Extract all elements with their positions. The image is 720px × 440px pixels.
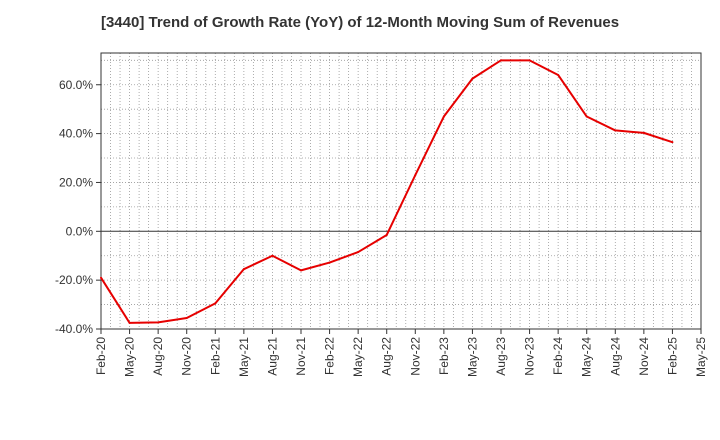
y-tick-label: -20.0% <box>55 273 93 287</box>
x-tick-label: May-21 <box>237 337 251 377</box>
plot-frame <box>100 52 702 330</box>
data-point <box>157 321 160 324</box>
y-tick-label: 60.0% <box>59 78 93 92</box>
data-point <box>500 59 502 62</box>
data-point <box>528 59 531 62</box>
x-tick-label: May-22 <box>351 337 365 377</box>
data-point <box>585 115 588 118</box>
data-point <box>300 269 302 272</box>
data-point <box>328 261 331 264</box>
data-point <box>614 129 617 132</box>
x-tick-label: Aug-24 <box>608 337 622 376</box>
x-tick-label: Aug-23 <box>494 337 508 376</box>
chart-title: [3440] Trend of Growth Rate (YoY) of 12-… <box>100 14 620 31</box>
x-tick-label: Nov-20 <box>180 337 194 376</box>
series-layer <box>100 59 674 324</box>
data-point <box>185 317 188 320</box>
x-tick-label: Aug-20 <box>151 337 165 376</box>
x-tick-label: May-20 <box>123 337 137 377</box>
y-tick-label: -40.0% <box>55 322 93 336</box>
data-point <box>442 115 445 118</box>
y-tick-label: 20.0% <box>59 175 93 189</box>
y-tick-label: 0.0% <box>66 224 94 238</box>
x-tick-label: Aug-22 <box>380 337 394 376</box>
data-point <box>271 254 274 257</box>
data-point <box>414 174 417 177</box>
data-point <box>642 131 645 134</box>
data-point <box>671 141 674 144</box>
axis-layer <box>96 52 702 334</box>
x-tick-label: May-23 <box>465 337 479 377</box>
x-tick-label: Feb-22 <box>323 337 337 375</box>
label-layer: -40.0% -20.0% 0.0% 20.0% 40.0% 60.0% Feb-20 May… <box>55 78 708 377</box>
x-tick-label: Nov-24 <box>637 337 651 376</box>
data-point <box>471 77 474 80</box>
x-tick-label: Feb-21 <box>208 337 222 375</box>
x-tick-label: Feb-25 <box>665 337 679 375</box>
x-tick-label: Feb-20 <box>94 337 108 375</box>
data-point <box>357 251 360 254</box>
x-tick-label: Feb-23 <box>437 337 451 375</box>
data-point <box>557 73 560 76</box>
x-tick-label: Aug-21 <box>265 337 279 376</box>
x-tick-label: Nov-21 <box>294 337 308 376</box>
x-tick-label: Feb-24 <box>551 337 565 375</box>
x-tick-label: May-24 <box>580 337 594 377</box>
data-point <box>242 268 245 271</box>
data-point <box>214 302 217 305</box>
y-tick-label: 40.0% <box>59 127 93 141</box>
x-tick-label: May-25 <box>694 337 708 377</box>
x-tick-label: Nov-22 <box>408 337 422 376</box>
data-point <box>100 276 102 279</box>
data-point <box>128 321 131 324</box>
grid-layer <box>101 53 701 329</box>
data-point <box>385 233 388 236</box>
x-tick-label: Nov-23 <box>523 337 537 376</box>
